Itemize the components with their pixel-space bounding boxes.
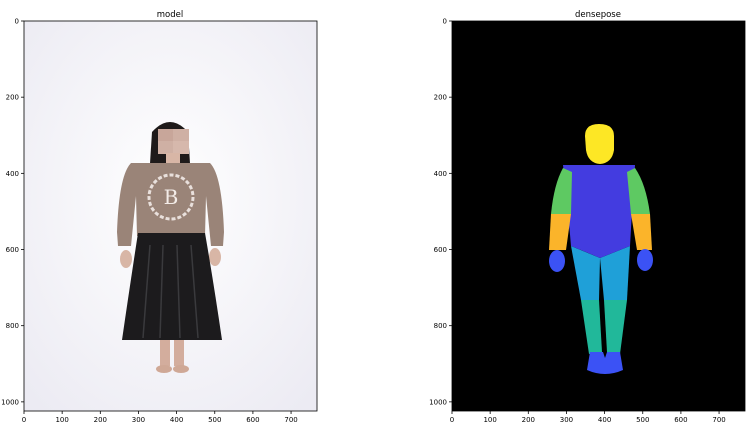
right-hand bbox=[209, 248, 221, 266]
sweater-print-ring bbox=[147, 173, 195, 221]
model-x-tick-label: 300 bbox=[132, 416, 145, 424]
model-y-tick-label: 800 bbox=[6, 322, 19, 330]
model-x-tick-label: 200 bbox=[94, 416, 107, 424]
densepose-torso bbox=[563, 165, 635, 258]
model-x-tick-label: 600 bbox=[246, 416, 259, 424]
model-x-tick-label: 100 bbox=[55, 416, 68, 424]
densepose-left-upper-arm bbox=[551, 168, 572, 214]
model-x-tick-label: 400 bbox=[170, 416, 183, 424]
face-blur-tile bbox=[158, 129, 173, 141]
densepose-y-tick-label: 1000 bbox=[429, 398, 447, 406]
densepose-map bbox=[452, 21, 745, 411]
densepose-right-upper-leg bbox=[600, 246, 630, 300]
model-y-tick-label: 200 bbox=[6, 94, 19, 102]
model-x-tick-label: 500 bbox=[208, 416, 221, 424]
densepose-panel: densepose 0 100 200 300 400 50 bbox=[429, 10, 746, 424]
model-y-axis: 0 200 400 600 800 1000 bbox=[1, 18, 24, 406]
densepose-right-lower-arm bbox=[631, 214, 652, 250]
densepose-left-lower-leg bbox=[581, 300, 602, 354]
model-x-axis: 0 100 200 300 400 500 600 700 bbox=[22, 411, 298, 424]
neck bbox=[166, 153, 180, 163]
sweater-letter: B bbox=[164, 185, 179, 209]
model-panel-title: model bbox=[157, 10, 183, 20]
densepose-x-axis: 0 100 200 300 400 500 600 700 bbox=[450, 411, 726, 424]
densepose-right-hand bbox=[637, 249, 653, 271]
model-y-tick-label: 600 bbox=[6, 246, 19, 254]
face-blur-tile bbox=[173, 141, 189, 154]
densepose-x-tick-label: 0 bbox=[450, 416, 454, 424]
model-photo: B bbox=[24, 21, 317, 411]
densepose-left-upper-leg bbox=[571, 246, 600, 300]
densepose-right-upper-arm bbox=[627, 168, 650, 214]
left-hand bbox=[120, 250, 132, 268]
right-leg bbox=[174, 340, 184, 366]
densepose-left-hand bbox=[549, 250, 565, 272]
right-foot bbox=[173, 365, 189, 373]
densepose-x-tick-label: 100 bbox=[483, 416, 496, 424]
model-y-tick-label: 0 bbox=[15, 18, 19, 26]
densepose-y-tick-label: 600 bbox=[434, 246, 447, 254]
model-x-tick-label: 700 bbox=[284, 416, 297, 424]
densepose-y-tick-label: 0 bbox=[443, 18, 447, 26]
left-leg bbox=[160, 340, 170, 366]
model-panel: model B bbox=[1, 10, 318, 424]
densepose-feet bbox=[587, 352, 623, 374]
densepose-y-tick-label: 400 bbox=[434, 170, 447, 178]
densepose-right-lower-leg bbox=[604, 300, 627, 354]
densepose-x-tick-label: 600 bbox=[674, 416, 687, 424]
densepose-x-tick-label: 400 bbox=[598, 416, 611, 424]
densepose-x-tick-label: 500 bbox=[636, 416, 649, 424]
model-y-tick-label: 1000 bbox=[1, 398, 19, 406]
left-foot bbox=[156, 365, 172, 373]
model-x-tick-label: 0 bbox=[22, 416, 26, 424]
densepose-head bbox=[585, 124, 614, 164]
sweater bbox=[117, 163, 224, 246]
skirt-pleats bbox=[142, 244, 199, 339]
densepose-y-tick-label: 800 bbox=[434, 322, 447, 330]
densepose-y-tick-label: 200 bbox=[434, 94, 447, 102]
densepose-axes-frame bbox=[451, 20, 746, 412]
model-axes-frame bbox=[23, 20, 318, 412]
skirt bbox=[122, 233, 222, 340]
densepose-x-tick-label: 300 bbox=[560, 416, 573, 424]
densepose-left-lower-arm bbox=[549, 214, 571, 250]
densepose-x-tick-label: 700 bbox=[712, 416, 725, 424]
densepose-x-tick-label: 200 bbox=[522, 416, 535, 424]
densepose-y-axis: 0 200 400 600 800 1000 bbox=[429, 18, 452, 406]
densepose-panel-title: densepose bbox=[575, 10, 621, 20]
model-y-tick-label: 400 bbox=[6, 170, 19, 178]
